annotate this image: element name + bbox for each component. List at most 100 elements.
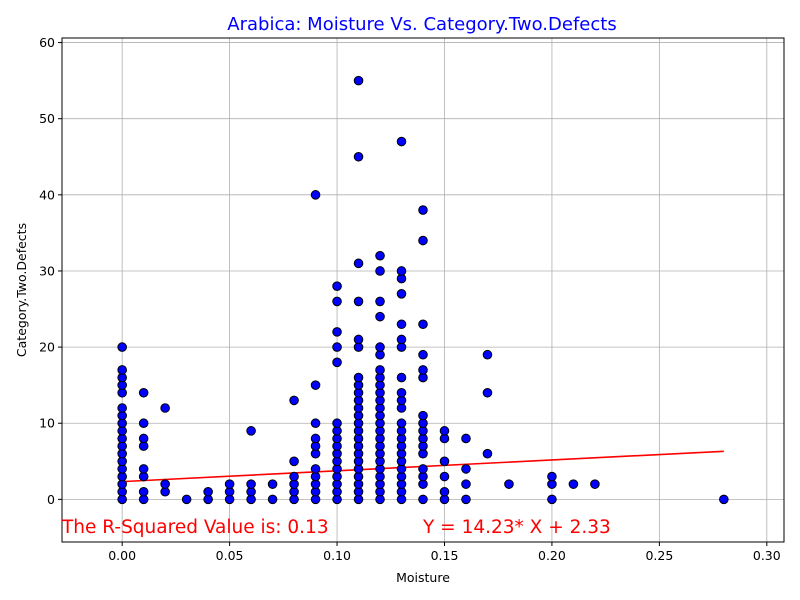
data-point — [332, 327, 342, 337]
data-point — [482, 448, 493, 459]
data-point — [138, 433, 149, 444]
x-tick-label: 0.00 — [108, 548, 136, 563]
x-tick-label: 0.15 — [431, 548, 459, 563]
x-tick-label: 0.10 — [323, 548, 351, 563]
data-point — [353, 258, 364, 269]
data-point — [396, 319, 407, 330]
data-point — [719, 494, 729, 505]
equation-annotation: Y = 14.23* X + 2.33 — [422, 517, 611, 538]
x-axis-label: Moisture — [396, 570, 450, 585]
data-point — [267, 494, 278, 505]
data-point — [375, 311, 385, 322]
y-tick-label: 20 — [39, 340, 55, 355]
x-tick-label: 0.20 — [538, 548, 566, 563]
data-point — [461, 433, 471, 444]
data-point — [332, 296, 342, 307]
data-point — [203, 486, 213, 497]
data-point — [375, 296, 385, 307]
data-point — [246, 426, 256, 436]
data-point — [353, 334, 364, 345]
data-point — [138, 387, 149, 398]
data-point — [138, 464, 149, 474]
data-point — [396, 418, 407, 429]
y-axis-label: Category.Two.Defects — [14, 223, 29, 357]
data-point — [332, 418, 342, 429]
data-point — [246, 479, 256, 489]
data-point — [418, 205, 428, 215]
data-point — [332, 357, 342, 368]
data-point — [353, 296, 364, 307]
y-tick-label: 40 — [39, 187, 55, 202]
data-point — [289, 395, 299, 406]
data-point — [310, 418, 321, 429]
data-point — [396, 266, 407, 276]
x-tick-label: 0.05 — [216, 548, 244, 563]
chart-title: Arabica: Moisture Vs. Category.Two.Defec… — [227, 14, 616, 35]
data-point — [482, 349, 493, 360]
y-tick-label: 10 — [39, 416, 55, 431]
data-point — [289, 456, 299, 467]
data-points — [117, 75, 729, 505]
data-point — [396, 334, 407, 345]
data-point — [396, 136, 407, 147]
data-point — [418, 349, 428, 360]
data-point — [353, 151, 364, 162]
y-tick-label: 30 — [39, 263, 55, 278]
data-point — [332, 281, 342, 291]
data-point — [461, 464, 471, 474]
data-point — [482, 387, 493, 398]
data-point — [160, 479, 170, 489]
data-point — [418, 365, 428, 375]
x-tick-label: 0.25 — [645, 548, 673, 563]
data-point — [224, 479, 235, 489]
data-point — [138, 486, 149, 497]
data-point — [396, 372, 407, 383]
x-axis-ticks: 0.00 0.05 0.10 0.15 0.20 0.25 0.30 — [108, 542, 781, 563]
data-point — [310, 380, 321, 390]
data-point — [138, 418, 149, 429]
y-tick-label: 60 — [39, 35, 55, 50]
y-axis-ticks: 0 10 20 30 40 50 60 — [39, 35, 62, 507]
data-point — [439, 426, 450, 436]
data-point — [117, 403, 127, 413]
data-point — [160, 403, 170, 413]
data-point — [504, 479, 514, 489]
y-tick-label: 50 — [39, 111, 55, 126]
data-point — [439, 471, 450, 482]
data-point — [289, 471, 299, 482]
data-point — [353, 372, 364, 383]
data-point — [590, 479, 600, 489]
data-point — [267, 479, 278, 489]
data-point — [375, 342, 385, 352]
data-point — [181, 494, 192, 505]
data-point — [418, 410, 428, 421]
data-point — [461, 479, 471, 489]
data-point — [418, 494, 428, 505]
data-point — [547, 471, 557, 482]
data-point — [310, 464, 321, 474]
data-point — [396, 289, 407, 299]
data-point — [547, 494, 557, 505]
r-squared-annotation: The R-Squared Value is: 0.13 — [61, 517, 329, 538]
data-point — [375, 365, 385, 375]
data-point — [332, 342, 342, 352]
data-point — [439, 456, 450, 467]
data-point — [310, 190, 321, 200]
data-point — [375, 250, 385, 261]
y-tick-label: 0 — [47, 492, 55, 507]
grid — [62, 38, 784, 542]
data-point — [117, 365, 127, 375]
data-point — [117, 342, 127, 352]
data-point — [353, 75, 364, 86]
data-point — [439, 486, 450, 497]
plot-frame — [61, 37, 785, 543]
data-point — [310, 433, 321, 444]
data-point — [418, 319, 428, 330]
x-tick-label: 0.30 — [753, 548, 781, 563]
data-point — [461, 494, 471, 505]
data-point — [375, 266, 385, 276]
data-point — [418, 235, 428, 246]
data-point — [418, 464, 428, 474]
data-point — [568, 479, 579, 489]
